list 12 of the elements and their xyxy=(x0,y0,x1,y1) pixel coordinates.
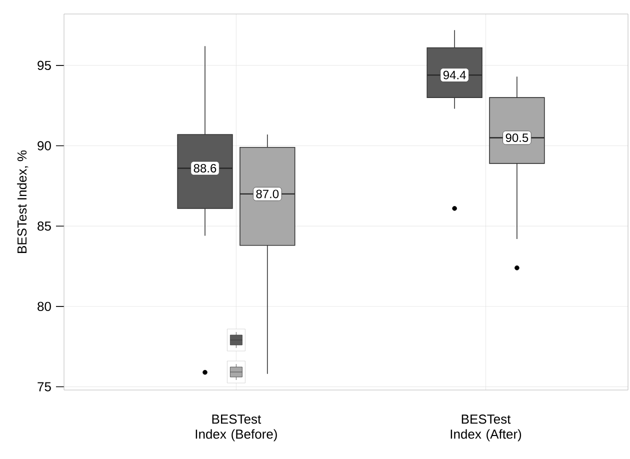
y-tick-label: 75 xyxy=(38,382,51,392)
y-tick-label: 95 xyxy=(38,60,51,70)
text: 94.4 xyxy=(443,70,466,80)
x-tick-label: BESTest Index (After) xyxy=(450,414,522,442)
x-tick-label: BESTest Index (Before) xyxy=(196,414,277,442)
y-tick-label: 85 xyxy=(38,221,51,231)
y-axis-title: BESTest Index, % xyxy=(17,150,28,253)
text: 87.0 xyxy=(256,190,279,198)
y-tick-label: 80 xyxy=(38,302,51,312)
text: 90.5 xyxy=(506,133,528,142)
text: 88.6 xyxy=(194,164,216,173)
y-tick-label: 90 xyxy=(38,141,51,150)
